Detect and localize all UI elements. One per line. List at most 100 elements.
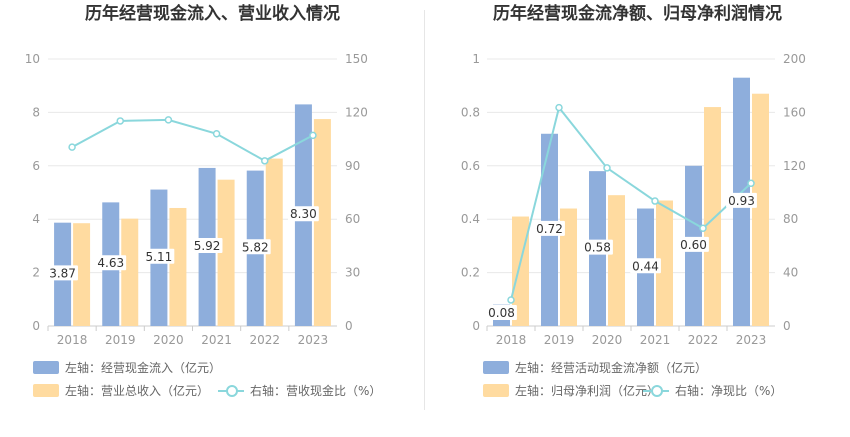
- line-point: [699, 224, 707, 233]
- bar-series-2: [265, 158, 283, 326]
- y-tick-label-left: 2: [32, 266, 40, 280]
- chart-plot-area: 0 0 0.2 40 0.4 80 0.6 120 0.8 160 1 200 2018 2019 2020…: [461, 52, 806, 347]
- legend-item-bar2[interactable]: 左轴：营业总收入（亿元）: [33, 382, 209, 398]
- x-tick-label: 2018: [57, 333, 88, 347]
- data-label: 0.08: [488, 306, 515, 320]
- y-tick-label-right: 60: [345, 212, 360, 226]
- line-series: [71, 118, 314, 162]
- y-tick-label-right: 80: [783, 212, 798, 226]
- data-label: 4.63: [97, 256, 124, 270]
- bar-series-2: [121, 218, 139, 326]
- chart-title: 历年经营现金流入、营业收入情况: [85, 4, 340, 24]
- data-label-background: [239, 239, 271, 255]
- chart-title: 历年经营现金流净额、归母净利润情况: [493, 4, 782, 24]
- line-point: [309, 131, 317, 140]
- data-label-background: [726, 192, 757, 208]
- y-tick-label-left: 1: [472, 52, 480, 66]
- line-point: [261, 157, 269, 165]
- data-label-background: [143, 248, 175, 264]
- data-label-background: [630, 258, 661, 274]
- legend-item-bar1[interactable]: 左轴：经营现金流入（亿元）: [33, 359, 221, 375]
- x-tick-label: 2023: [736, 333, 767, 347]
- y-tick-label-right: 120: [783, 159, 806, 173]
- chart-panel-cash-inflow: 历年经营现金流入、营业收入情况 0 0 2 30 4 60 6 90 8 120 10 150 2018…: [25, 4, 382, 398]
- bar-series-2: [608, 195, 625, 326]
- y-tick-label-left: 0: [32, 319, 40, 333]
- legend-swatch-orange: [483, 383, 509, 397]
- legend-item-bar2[interactable]: 左轴：归母净利润（亿元）: [483, 382, 659, 398]
- legend-swatch-line: [218, 384, 244, 397]
- data-label-background: [486, 305, 517, 320]
- bar-series-2: [752, 93, 769, 327]
- line-point: [68, 143, 76, 151]
- data-label: 0.72: [536, 222, 563, 236]
- bar-series-2: [560, 208, 577, 326]
- legend-item-bar1[interactable]: 左轴：经营活动现金流净额（亿元）: [483, 359, 707, 375]
- y-tick-label-right: 120: [345, 105, 368, 119]
- y-tick-label-left: 0.4: [461, 212, 480, 226]
- y-tick-label-right: 160: [783, 105, 806, 119]
- x-tick-label: 2023: [298, 333, 329, 347]
- line-point: [555, 103, 563, 112]
- x-tick-label: 2022: [249, 333, 280, 347]
- y-tick-label-right: 90: [345, 159, 360, 173]
- line-point: [747, 179, 755, 188]
- legend-label: 左轴：经营现金流入（亿元）: [65, 360, 222, 375]
- legend-label: 左轴：营业总收入（亿元）: [65, 383, 210, 398]
- data-label-background: [288, 206, 319, 222]
- x-tick-label: 2020: [153, 333, 184, 347]
- line-series: [510, 105, 752, 301]
- x-tick-label: 2021: [640, 333, 671, 347]
- y-tick-label-right: 40: [783, 266, 798, 280]
- legend-label: 右轴：营收现金比（%）: [250, 383, 382, 398]
- data-label: 8.30: [290, 207, 317, 221]
- line-point: [116, 117, 124, 125]
- data-label-background: [678, 236, 709, 252]
- data-label-background: [191, 237, 223, 253]
- data-label: 0.60: [680, 238, 707, 252]
- y-tick-label-left: 0.2: [461, 266, 480, 280]
- panel-divider: [424, 10, 425, 410]
- data-label: 5.82: [242, 240, 269, 254]
- line-point: [507, 296, 515, 304]
- y-tick-label-left: 0.8: [461, 105, 480, 119]
- data-label-background: [582, 239, 613, 255]
- data-label-background: [534, 220, 565, 236]
- legend-item-line[interactable]: 右轴：净现比（%）: [643, 382, 782, 398]
- y-tick-label-right: 0: [345, 319, 353, 333]
- bar-series-2: [704, 107, 721, 326]
- y-tick-label-right: 150: [345, 52, 368, 66]
- data-label: 3.87: [49, 266, 76, 280]
- data-label: 5.92: [194, 239, 221, 253]
- x-tick-label: 2021: [201, 333, 232, 347]
- x-tick-label: 2018: [496, 333, 527, 347]
- y-tick-label-left: 4: [32, 212, 40, 226]
- data-label: 0.93: [728, 194, 755, 208]
- y-tick-label-right: 30: [345, 266, 360, 280]
- bar-series-2: [313, 119, 331, 326]
- legend-label: 右轴：净现比（%）: [675, 383, 783, 398]
- bar-series-2: [73, 223, 91, 326]
- legend-label: 左轴：经营活动现金流净额（亿元）: [515, 360, 708, 375]
- legend-swatch-line: [643, 384, 669, 397]
- y-tick-label-left: 0.6: [461, 159, 480, 173]
- chart-plot-area: 0 0 2 30 4 60 6 90 8 120 10 150 2018 2019 2020 2021 2022…: [25, 52, 368, 347]
- line-point: [651, 197, 659, 205]
- chart-panel-net-cash: 历年经营现金流净额、归母净利润情况 0 0 0.2 40 0.4 80 0.6 120 0.8 1…: [425, 0, 850, 437]
- data-label: 0.58: [584, 241, 611, 255]
- data-label-background: [47, 265, 78, 281]
- x-tick-label: 2020: [592, 333, 623, 347]
- legend-item-line[interactable]: 右轴：营收现金比（%）: [218, 382, 381, 398]
- data-label: 0.44: [632, 259, 659, 273]
- y-tick-label-left: 6: [32, 159, 40, 173]
- x-tick-label: 2022: [688, 333, 719, 347]
- data-label: 5.11: [146, 250, 173, 264]
- x-tick-label: 2019: [544, 333, 575, 347]
- y-tick-label-right: 0: [783, 319, 791, 333]
- line-point: [212, 130, 221, 138]
- bar-series-2: [169, 207, 187, 326]
- data-label-background: [95, 255, 127, 271]
- bar-series-2: [217, 179, 235, 326]
- legend-swatch-blue: [483, 360, 509, 374]
- legend-swatch-orange: [33, 383, 59, 397]
